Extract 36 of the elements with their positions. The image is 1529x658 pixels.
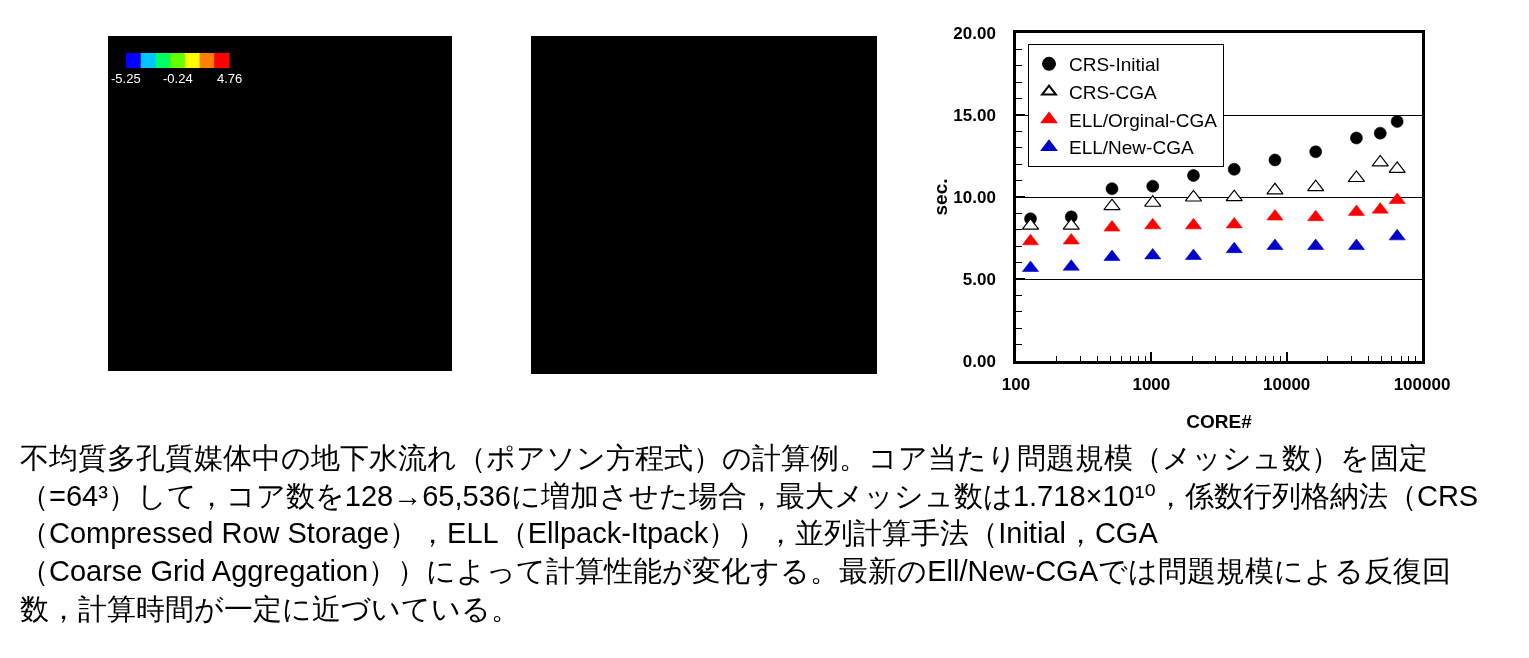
point: [1227, 162, 1241, 176]
legend-label: CRS-CGA: [1069, 81, 1157, 103]
y-tick-label: 20.00: [953, 23, 996, 43]
text: -5.25: [111, 71, 141, 86]
text: 不均質多孔質媒体中の地下水流れ（ポアソン方程式）の計算例。コア当たり問題規模（メッシュ数）を固定（=64³）して，コア数を128→65,536に増加させた場合，最大メッシュ数は1.718×10¹⁰，係数行列格納法（CRS（Compressed Row Storage），ELL（Ellpack-Itpack）），並列計算手法（Initial，CGA（Coarse Grid Aggregation））によって計算性能が変化する。最新のEll/New-CGAでは問題規模による反復回数，計算時間が一定に近づいている。: [20, 442, 1479, 625]
point: [1266, 182, 1284, 195]
y-axis-title: sec.: [930, 178, 952, 216]
point: [1309, 145, 1322, 159]
point: [1348, 204, 1365, 216]
point: [1105, 182, 1119, 195]
point: [1185, 218, 1202, 230]
y-tick-label: 5.00: [962, 269, 996, 289]
text: 4.76: [217, 71, 243, 86]
x-tick-label: 1000: [1132, 375, 1171, 395]
y-tick-label: 10.00: [953, 187, 996, 207]
legend-label: ELL/New-CGA: [1069, 137, 1194, 159]
point: [1185, 248, 1202, 260]
legend-label: ELL/Orginal-CGA: [1069, 109, 1218, 131]
point: [1350, 131, 1363, 145]
x-tick-label: 100000: [1393, 375, 1451, 395]
point: [1348, 238, 1365, 250]
x-tick-label: 10000: [1263, 375, 1311, 395]
y-tick-label: 0.00: [962, 351, 996, 371]
point: [1187, 169, 1200, 182]
text: -0.24: [163, 71, 193, 86]
y-tick-label: 15.00: [953, 105, 996, 125]
point: [1022, 233, 1039, 246]
point: [1307, 179, 1325, 192]
point: [1103, 198, 1121, 211]
point: [1268, 153, 1282, 167]
point: [1022, 260, 1039, 272]
point: [1225, 189, 1243, 202]
point: [1146, 179, 1160, 193]
legend-label: CRS-Initial: [1069, 54, 1160, 76]
x-tick-label: 100: [1001, 375, 1031, 395]
x-axis-title: CORE#: [1186, 410, 1253, 432]
